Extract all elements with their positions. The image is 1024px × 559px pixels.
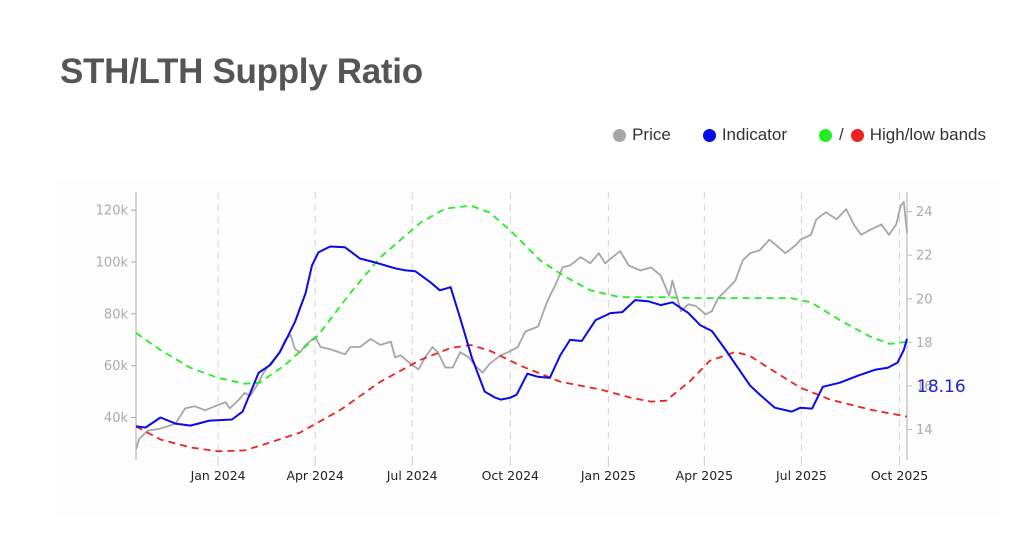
x-tick-label: Jul 2025 — [775, 468, 827, 483]
y-left-tick-label: 40k — [104, 411, 129, 426]
chart-panel — [56, 180, 1000, 516]
tick-labels: Jan 2024 Apr 2024 Jul 2024 Oct 2024 Jan 2025… — [96, 204, 966, 483]
slash-separator: / — [839, 125, 844, 144]
legend-label-price: Price — [632, 125, 671, 144]
x-tick-label: Oct 2024 — [482, 468, 539, 483]
series-line-high-band — [135, 204, 908, 385]
axes — [131, 192, 912, 466]
legend-label-bands: High/low bands — [869, 125, 986, 144]
y-right-tick-label: 16 — [916, 379, 933, 394]
y-right-tick-label: 18 — [916, 336, 933, 351]
y-right-tick-label: 22 — [916, 249, 933, 264]
y-right-tick-label: 24 — [916, 205, 933, 220]
legend-label-indicator: Indicator — [721, 125, 788, 144]
legend-item-bands[interactable]: / High/low bands — [819, 125, 986, 145]
series-line-low-band — [135, 344, 908, 453]
x-tick-label: Jan 2025 — [580, 468, 636, 483]
y-left-tick-label: 120k — [96, 204, 129, 219]
grid-lines — [217, 192, 901, 460]
y-left-tick-label: 100k — [96, 255, 129, 270]
series-layer — [135, 200, 908, 453]
legend-item-indicator[interactable]: Indicator — [702, 125, 788, 145]
y-right-tick-label: 14 — [916, 423, 933, 438]
legend-item-price[interactable]: Price — [613, 125, 671, 145]
x-tick-label: Apr 2025 — [676, 468, 733, 483]
high-band-dot-icon — [819, 128, 833, 142]
y-left-tick-label: 60k — [104, 359, 129, 374]
indicator-dot-icon — [702, 128, 716, 142]
page-title: STH/LTH Supply Ratio — [60, 52, 423, 91]
series-line-indicator — [135, 245, 908, 429]
legend: Price Indicator / High/low bands — [613, 125, 986, 145]
x-tick-label: Apr 2024 — [286, 468, 343, 483]
y-left-tick-label: 80k — [104, 307, 129, 322]
x-tick-label: Oct 2025 — [871, 468, 928, 483]
x-tick-label: Jul 2024 — [386, 468, 438, 483]
price-dot-icon — [613, 128, 627, 142]
last-value-label: 18.16 — [917, 377, 966, 397]
low-band-dot-icon — [850, 128, 864, 142]
x-tick-label: Jan 2024 — [190, 468, 246, 483]
y-right-tick-label: 20 — [916, 292, 933, 307]
